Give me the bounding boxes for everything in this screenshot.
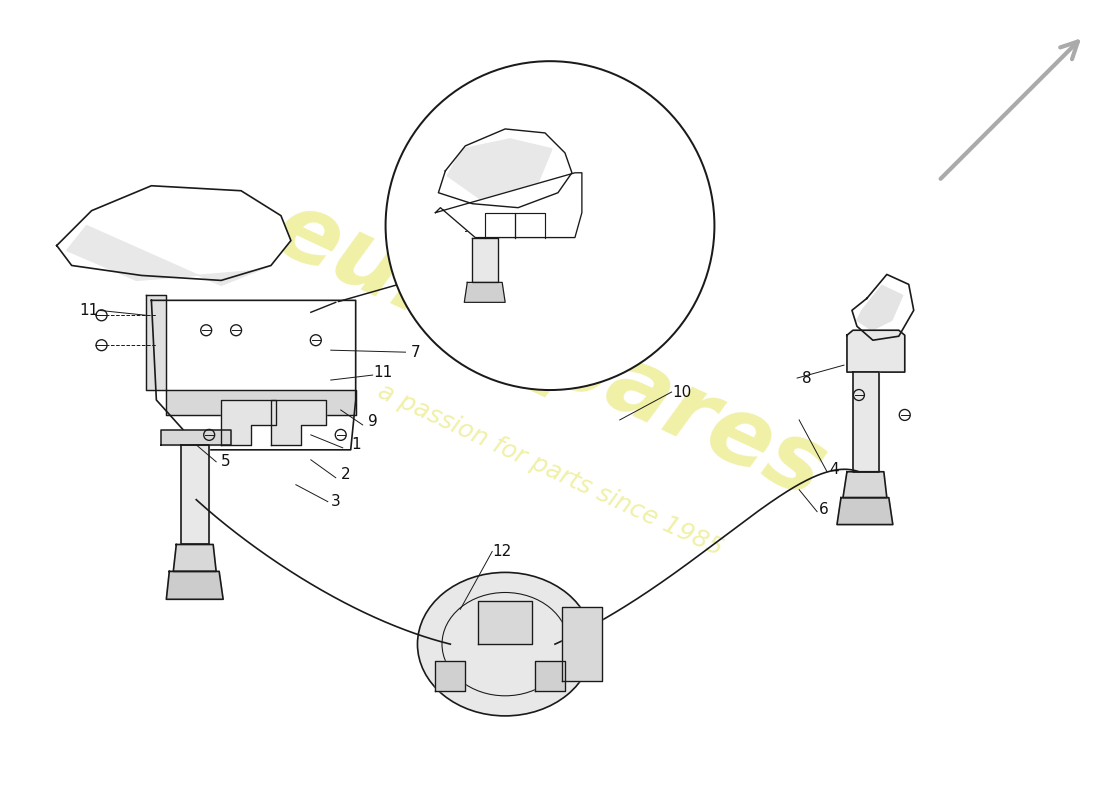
Polygon shape <box>852 372 879 472</box>
Text: 9: 9 <box>367 414 377 430</box>
Polygon shape <box>152 300 355 450</box>
Polygon shape <box>847 330 905 372</box>
Polygon shape <box>448 139 552 205</box>
Text: 7: 7 <box>410 345 420 360</box>
Text: 12: 12 <box>493 544 512 559</box>
Text: eurospares: eurospares <box>260 182 840 518</box>
Polygon shape <box>182 445 209 545</box>
Polygon shape <box>472 238 498 282</box>
Polygon shape <box>271 400 326 445</box>
Polygon shape <box>57 186 290 281</box>
Polygon shape <box>146 295 166 390</box>
Polygon shape <box>837 498 893 525</box>
Polygon shape <box>166 390 355 415</box>
Text: 11: 11 <box>79 303 98 318</box>
Text: 10: 10 <box>672 385 691 399</box>
Polygon shape <box>166 571 223 599</box>
Polygon shape <box>464 282 505 302</box>
Text: 4: 4 <box>829 462 839 478</box>
Text: 5: 5 <box>221 454 231 470</box>
Text: 8: 8 <box>802 370 812 386</box>
Text: a passion for parts since 1985: a passion for parts since 1985 <box>374 379 726 561</box>
Text: 1: 1 <box>351 438 361 452</box>
Polygon shape <box>436 173 582 238</box>
Ellipse shape <box>418 572 593 716</box>
Text: 3: 3 <box>331 494 341 509</box>
Polygon shape <box>162 430 231 445</box>
Polygon shape <box>67 226 271 286</box>
Polygon shape <box>174 545 217 571</box>
Text: 11: 11 <box>373 365 393 379</box>
Polygon shape <box>535 661 565 691</box>
Polygon shape <box>851 274 914 340</box>
Polygon shape <box>562 607 602 681</box>
Circle shape <box>386 61 714 390</box>
Polygon shape <box>436 661 465 691</box>
Polygon shape <box>221 400 276 445</box>
Polygon shape <box>478 602 532 644</box>
Text: 6: 6 <box>820 502 829 517</box>
Polygon shape <box>439 129 572 208</box>
Polygon shape <box>857 286 903 330</box>
Text: 2: 2 <box>341 467 351 482</box>
Polygon shape <box>843 472 887 498</box>
